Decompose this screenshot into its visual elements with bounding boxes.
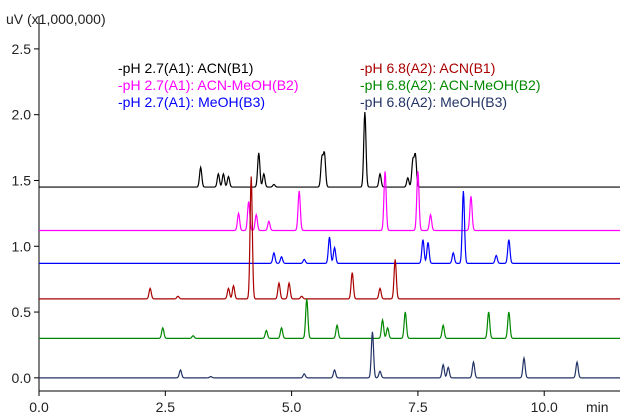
y-tick-label: 1.5: [12, 172, 32, 188]
axes-frame: [38, 16, 620, 392]
series-line-2: [39, 190, 620, 264]
legend-entry-ph27-acn-meoh: -pH 2.7(A1): ACN-MeOH(B2): [118, 77, 298, 93]
y-tick-label: 1.0: [12, 238, 32, 254]
legend-entry-ph27-acn: -pH 2.7(A1): ACN(B1): [118, 60, 253, 76]
x-axis-unit: min: [586, 399, 609, 415]
y-tick-label: 2.0: [12, 107, 32, 123]
series-line-4: [39, 298, 620, 339]
legend-entry-ph68-meoh: -pH 6.8(A2): MeOH(B3): [360, 94, 507, 110]
legend-entry-ph68-acn-meoh: -pH 6.8(A2): ACN-MeOH(B2): [360, 77, 540, 93]
x-tick-label: 0.0: [29, 399, 49, 415]
series-line-3: [39, 176, 620, 300]
legend-entry-ph68-acn: -pH 6.8(A2): ACN(B1): [360, 60, 495, 76]
y-axis-title: uV (x1,000,000): [6, 11, 106, 27]
legend-entry-ph27-meoh: -pH 2.7(A1): MeOH(B3): [118, 94, 265, 110]
x-tick-label: 5.0: [282, 399, 302, 415]
x-tick-label: 7.5: [408, 399, 428, 415]
y-tick-label: 0.0: [12, 370, 32, 386]
x-tick-label: 10.0: [531, 399, 558, 415]
series-line-0: [39, 112, 620, 188]
y-tick-label: 2.5: [12, 41, 32, 57]
series-layer: [39, 112, 620, 379]
x-tick-label: 2.5: [156, 399, 176, 415]
ticks-layer: 0.0 0.5 1.0 1.5 2.0 2.5 0.0 2.5 5.0 7.5 10.0: [12, 41, 559, 415]
series-line-5: [39, 331, 620, 379]
series-line-1: [39, 171, 620, 232]
y-tick-label: 0.5: [12, 304, 32, 320]
legend: -pH 2.7(A1): ACN(B1) -pH 2.7(A1): ACN-Me…: [118, 60, 540, 110]
